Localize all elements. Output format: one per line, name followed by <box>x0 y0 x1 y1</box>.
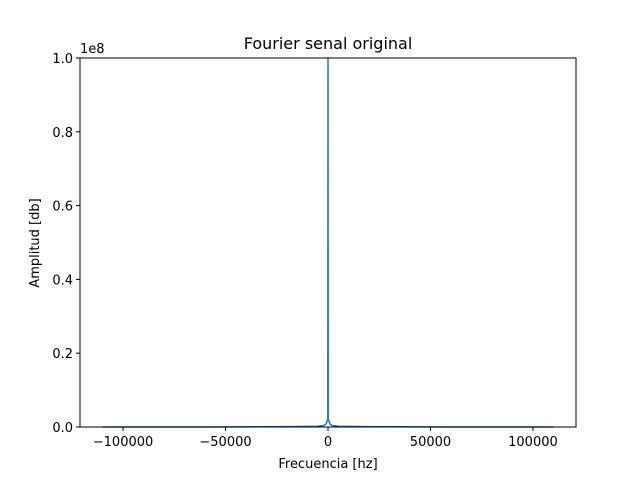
x-tick-label: −100000 <box>93 435 154 450</box>
chart-title: Fourier senal original <box>244 34 413 53</box>
y-axis-label: Amplitud [db] <box>28 198 43 287</box>
x-axis-label: Frecuencia [hz] <box>278 457 377 472</box>
y-tick-label: 0.0 <box>52 421 73 436</box>
y-offset-label: 1e8 <box>80 42 105 57</box>
x-tick-label: 0 <box>324 435 332 450</box>
y-tick-label: 0.2 <box>52 347 73 362</box>
y-tick-label: 0.4 <box>52 273 73 288</box>
y-tick-label: 0.8 <box>52 126 73 141</box>
x-tick-label: −50000 <box>199 435 251 450</box>
x-tick-label: 50000 <box>410 435 451 450</box>
x-tick-label: 100000 <box>508 435 558 450</box>
y-tick-label: 0.6 <box>52 200 73 215</box>
y-tick-label: 1.0 <box>52 52 73 67</box>
